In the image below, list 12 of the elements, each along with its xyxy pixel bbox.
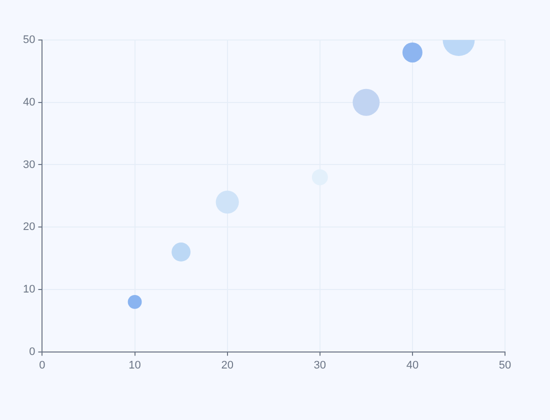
- x-tick-label: 0: [39, 359, 46, 372]
- x-tick-label: 10: [128, 359, 141, 372]
- x-tick-label: 40: [406, 359, 419, 372]
- x-tick-label: 30: [314, 359, 326, 372]
- y-tick-label: 20: [22, 221, 36, 234]
- y-tick-label: 0: [29, 346, 36, 358]
- y-tick-label: 50: [22, 34, 36, 46]
- y-tick-label: 30: [22, 158, 36, 171]
- x-tick-label: 50: [498, 359, 512, 372]
- y-tick-label: 10: [22, 283, 36, 296]
- y-tick-label: 40: [22, 96, 36, 108]
- x-tick-label: 20: [221, 359, 234, 372]
